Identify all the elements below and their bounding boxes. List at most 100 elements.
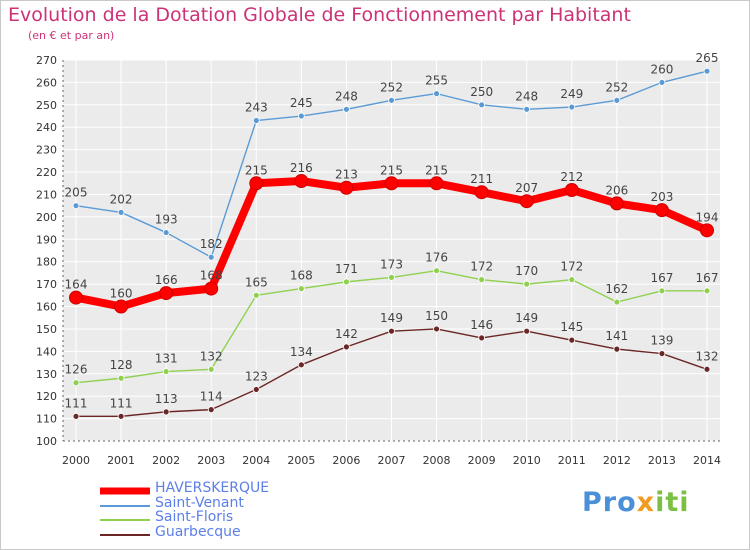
data-point-haverskerque (519, 194, 534, 209)
data-label-saint-floris: 173 (380, 257, 403, 271)
data-point-haverskerque (204, 281, 219, 296)
data-label-saint-venant: 182 (200, 237, 223, 251)
data-label-saint-venant: 205 (65, 186, 88, 200)
data-label-guarbecque: 150 (425, 309, 448, 323)
data-point-guarbecque (658, 350, 666, 357)
x-tick-label: 2013 (648, 454, 676, 467)
data-label-haverskerque: 211 (470, 172, 493, 186)
data-point-saint-floris (297, 285, 305, 293)
y-tick-label: 200 (36, 211, 57, 224)
legend-label-saint-venant: Saint-Venant (155, 494, 244, 511)
data-point-haverskerque (564, 182, 579, 197)
data-point-haverskerque (654, 203, 669, 218)
x-tick-label: 2008 (423, 454, 451, 467)
data-point-haverskerque (474, 185, 489, 200)
data-point-saint-venant (478, 101, 486, 109)
y-tick-label: 100 (36, 435, 57, 448)
data-label-saint-floris: 176 (425, 251, 448, 265)
x-tick-label: 2002 (152, 454, 180, 467)
data-label-saint-floris: 171 (335, 262, 358, 276)
data-point-haverskerque (339, 180, 354, 195)
data-label-guarbecque: 134 (290, 345, 313, 359)
data-label-guarbecque: 142 (335, 327, 358, 341)
x-tick-label: 2004 (242, 454, 270, 467)
data-label-saint-venant: 202 (110, 192, 133, 206)
data-label-saint-floris: 168 (290, 269, 313, 283)
data-point-saint-venant (117, 208, 125, 216)
data-point-haverskerque (249, 176, 264, 191)
data-point-saint-venant (388, 96, 395, 104)
legend-swatch-saint-floris (100, 519, 150, 521)
y-tick-label: 210 (36, 188, 57, 201)
x-tick-label: 2003 (197, 454, 225, 467)
data-label-guarbecque: 123 (245, 369, 268, 383)
data-label-saint-venant: 193 (155, 213, 178, 227)
data-label-saint-floris: 172 (560, 260, 583, 274)
y-tick-label: 170 (36, 278, 57, 291)
data-point-haverskerque (294, 174, 309, 189)
data-label-saint-floris: 167 (696, 271, 719, 285)
x-tick-label: 2006 (332, 454, 360, 467)
data-point-haverskerque (159, 286, 174, 301)
data-label-guarbecque: 132 (696, 349, 719, 363)
data-label-saint-venant: 255 (425, 74, 448, 88)
data-point-saint-floris (523, 280, 531, 288)
y-tick-label: 180 (36, 256, 57, 269)
data-point-guarbecque (117, 412, 125, 420)
data-label-haverskerque: 203 (650, 190, 673, 204)
data-point-saint-floris (207, 365, 215, 373)
data-point-haverskerque (429, 176, 444, 191)
data-label-guarbecque: 141 (605, 329, 628, 343)
data-label-guarbecque: 111 (110, 396, 133, 410)
logo-text-x: x (636, 487, 656, 518)
data-label-guarbecque: 113 (155, 392, 178, 406)
y-tick-label: 260 (36, 76, 57, 89)
data-label-haverskerque: 166 (155, 273, 178, 287)
data-label-saint-floris: 167 (650, 271, 673, 285)
data-label-saint-venant: 248 (335, 89, 358, 103)
data-point-saint-venant (252, 117, 260, 124)
x-tick-label: 2010 (513, 454, 541, 467)
data-label-haverskerque: 160 (110, 287, 133, 301)
data-point-guarbecque (568, 336, 576, 344)
x-tick-label: 2000 (62, 454, 90, 467)
legend-label-haverskerque: HAVERSKERQUE (155, 480, 270, 496)
data-point-saint-floris (252, 291, 260, 299)
data-point-haverskerque (384, 176, 399, 191)
data-label-haverskerque: 215 (425, 163, 448, 177)
data-label-saint-venant: 243 (245, 101, 268, 115)
data-point-haverskerque (700, 223, 714, 238)
x-tick-label: 2012 (603, 454, 631, 467)
data-point-saint-floris (343, 278, 350, 286)
data-point-guarbecque (433, 325, 440, 333)
data-label-haverskerque: 215 (380, 163, 403, 177)
data-label-guarbecque: 111 (65, 396, 88, 410)
data-label-haverskerque: 213 (335, 168, 358, 182)
chart-title: Evolution de la Dotation Globale de Fonc… (8, 4, 631, 26)
data-point-guarbecque (72, 412, 80, 420)
y-tick-label: 250 (36, 99, 57, 112)
data-point-guarbecque (388, 327, 395, 335)
data-label-saint-floris: 170 (515, 264, 538, 278)
data-label-haverskerque: 216 (290, 161, 313, 175)
data-label-saint-floris: 126 (65, 363, 88, 377)
x-tick-label: 2014 (693, 454, 721, 467)
data-label-guarbecque: 149 (380, 311, 403, 325)
data-label-haverskerque: 194 (696, 210, 719, 224)
data-label-saint-floris: 131 (155, 352, 178, 366)
data-point-guarbecque (478, 334, 486, 342)
data-point-saint-venant (433, 90, 440, 98)
data-label-saint-venant: 249 (560, 87, 583, 101)
legend-swatch-saint-venant (100, 504, 150, 507)
y-tick-label: 110 (36, 413, 57, 426)
data-label-guarbecque: 145 (560, 320, 583, 334)
data-point-saint-floris (658, 287, 666, 295)
data-point-haverskerque (609, 196, 624, 211)
data-point-guarbecque (613, 345, 621, 353)
data-point-saint-floris (117, 374, 125, 382)
data-point-guarbecque (343, 343, 350, 351)
y-tick-label: 130 (36, 368, 57, 381)
data-point-haverskerque (69, 290, 83, 305)
y-tick-label: 240 (36, 121, 57, 134)
